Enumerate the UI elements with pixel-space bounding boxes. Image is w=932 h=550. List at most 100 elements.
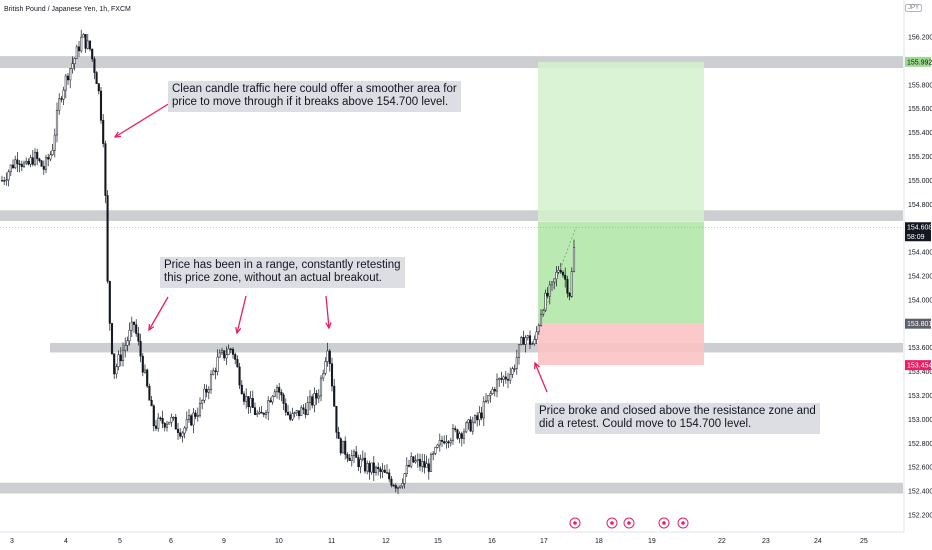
zone-resistance[interactable] (0, 56, 903, 69)
candle-body (104, 143, 107, 196)
candle-body (482, 401, 485, 419)
candle-body (69, 68, 72, 81)
candle-body (489, 393, 492, 396)
y-tick-label: 154.000 (908, 297, 932, 304)
candle-body (526, 335, 529, 338)
x-tick-label: 5 (118, 538, 122, 545)
candle-body (271, 396, 274, 403)
candle-body (36, 151, 39, 160)
candle-body (520, 337, 523, 345)
candle-body (161, 417, 164, 424)
candle-body (207, 389, 210, 393)
candle-body (319, 377, 323, 397)
candle-body (227, 348, 230, 355)
candle-body (346, 454, 349, 459)
candle-body (429, 454, 433, 472)
candle-body (251, 398, 254, 408)
candle-body (209, 374, 213, 390)
annotation-text: Price broke and closed above the resista… (539, 405, 816, 430)
candle-body (3, 180, 6, 182)
candle-body (511, 368, 514, 375)
candle-body (440, 439, 444, 442)
target-price-label-bg (905, 56, 931, 67)
candle-body (240, 384, 243, 395)
candle-body (7, 171, 10, 181)
x-tick-label: 15 (434, 538, 442, 545)
candle-body (401, 483, 404, 487)
entry-price-label: 153.801 (907, 321, 932, 328)
arrow-head (235, 326, 242, 335)
annotation-arrow (148, 296, 169, 331)
stop-price-label-bg (905, 360, 931, 371)
x-tick-label: 23 (762, 538, 770, 545)
candle-body (223, 350, 226, 359)
candle-body (126, 340, 129, 346)
arrow-head (148, 323, 155, 332)
candle-body (18, 163, 21, 165)
economic-event-dot (573, 521, 577, 525)
candle-body (172, 416, 175, 419)
candle-body (403, 473, 406, 484)
candle-body (421, 461, 424, 467)
candle-body (286, 411, 290, 416)
currency-label[interactable]: JPY (904, 4, 922, 12)
annotation-range-retesting[interactable]: Price has been in a range, constantly re… (160, 257, 405, 288)
candle-body (544, 292, 547, 311)
candle-body (502, 376, 505, 380)
candle-body (456, 429, 459, 439)
candle-body (9, 164, 12, 173)
annotation-breakout-retest[interactable]: Price broke and closed above the resista… (535, 403, 820, 434)
x-tick-label: 9 (222, 538, 226, 545)
annotation-clean-candle-traffic[interactable]: Clean candle traffic here could offer a … (168, 81, 461, 112)
candle-body (350, 455, 353, 461)
x-tick-label: 12 (382, 538, 390, 545)
candle-body (196, 415, 199, 417)
y-tick-label: 153.600 (908, 345, 932, 352)
candle-body (225, 354, 228, 359)
annotation-text: Price has been in a range, constantly re… (164, 259, 401, 284)
candle-body (416, 459, 419, 461)
zone-support[interactable] (0, 482, 903, 494)
candle-body (379, 468, 382, 472)
position-stop-area[interactable] (538, 323, 704, 366)
candle-body (462, 431, 466, 439)
zone-support-retest[interactable] (50, 342, 903, 353)
candle-body (388, 472, 391, 480)
candle-body (473, 415, 477, 423)
candle-body (326, 350, 329, 362)
x-tick-label: 11 (328, 538, 335, 545)
candle-body (253, 407, 257, 415)
candle-body (399, 485, 402, 488)
candle-body (91, 48, 94, 60)
candle-body (284, 403, 287, 413)
y-tick-label: 153.400 (908, 369, 932, 376)
candle-body (370, 462, 373, 473)
position-progress-area (538, 222, 704, 324)
annotation-text: Clean candle traffic here could offer a … (172, 83, 457, 108)
economic-event-dot (662, 521, 666, 525)
y-tick-label: 152.400 (908, 489, 932, 496)
candle-body (438, 439, 441, 446)
zone-resistance[interactable] (0, 210, 903, 222)
candle-body (22, 162, 26, 167)
candle-body (568, 292, 571, 297)
candle-body (47, 157, 50, 160)
candle-body (517, 344, 521, 358)
candle-body (106, 195, 109, 282)
candle-body (278, 387, 281, 393)
candle-body (313, 393, 316, 406)
candle-body (260, 411, 263, 414)
candle-body (242, 393, 246, 402)
candle-body (392, 484, 395, 487)
candle-body (0, 180, 4, 182)
candle-body (561, 271, 565, 276)
target-price-label: 155.992 (907, 59, 932, 66)
candle-body (20, 164, 23, 167)
candle-body (381, 469, 384, 472)
candle-body (304, 409, 307, 415)
candle-body (88, 40, 92, 50)
candle-body (141, 355, 144, 373)
candle-body (524, 337, 527, 345)
candle-body (157, 417, 160, 429)
